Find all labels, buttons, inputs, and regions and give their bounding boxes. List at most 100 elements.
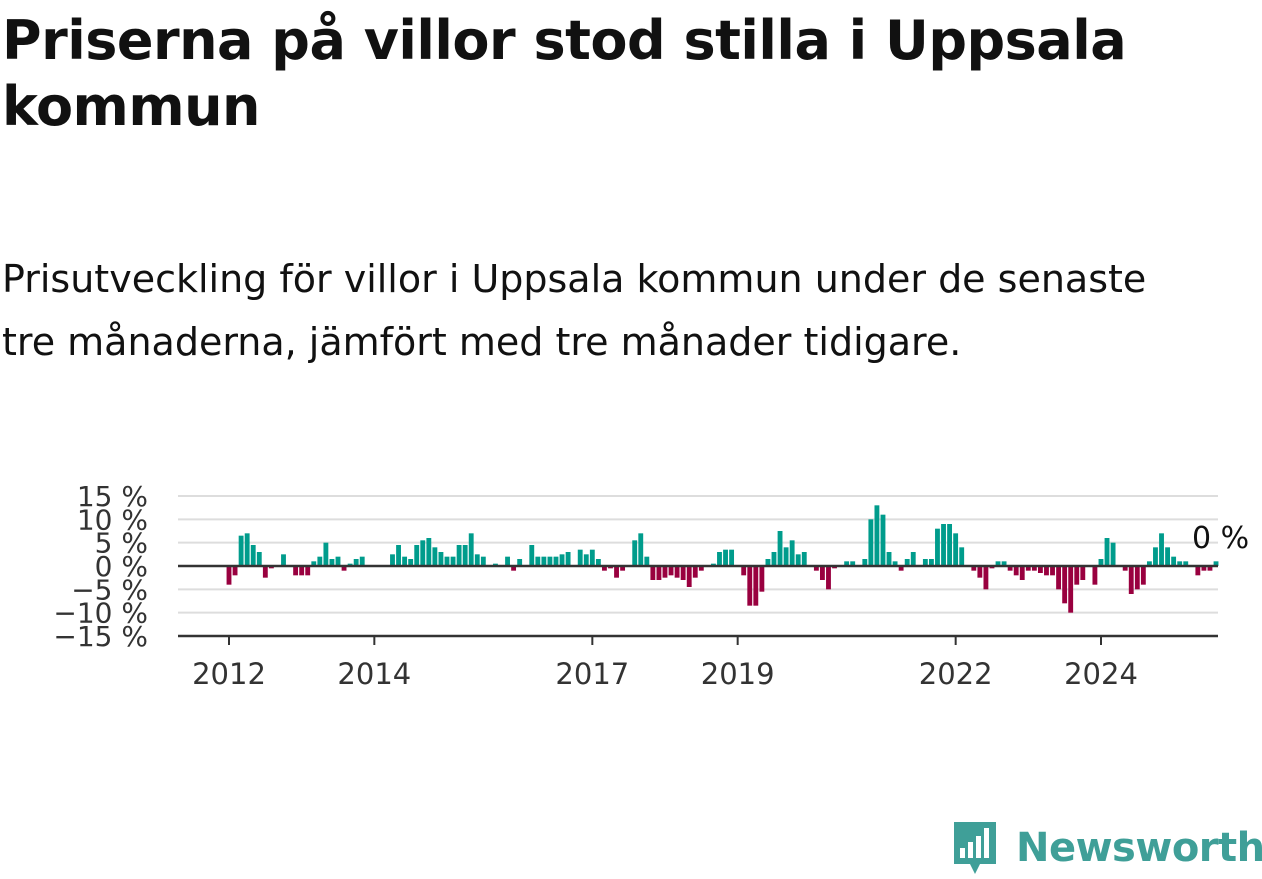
bar: [801, 552, 807, 566]
bar: [947, 524, 953, 566]
bar: [850, 561, 856, 566]
bar: [1195, 566, 1201, 576]
bar: [1062, 566, 1068, 604]
bar: [426, 538, 432, 566]
bar: [1122, 566, 1128, 571]
bar: [813, 566, 819, 571]
bar: [1140, 566, 1146, 585]
bar: [1050, 566, 1055, 576]
bar: [1177, 561, 1183, 566]
bar: [868, 519, 874, 566]
bar: [922, 559, 928, 566]
bar: [977, 566, 983, 578]
bar: [686, 566, 692, 587]
bar: [329, 559, 335, 566]
bar: [1025, 566, 1031, 571]
bar: [474, 554, 480, 566]
bar: [880, 514, 886, 566]
x-tick-label: 2022: [919, 657, 993, 691]
bar: [632, 540, 638, 566]
bar: [511, 566, 517, 571]
bar: [583, 554, 589, 566]
brand-name: Newsworthy: [1016, 825, 1262, 871]
bar: [559, 554, 565, 566]
bar: [777, 531, 783, 566]
bar: [341, 566, 347, 571]
bar: [753, 566, 759, 606]
bar: [1037, 566, 1043, 573]
bar: [517, 559, 523, 566]
bar: [1031, 566, 1037, 571]
bar: [293, 566, 299, 576]
bar: [729, 549, 735, 566]
bar: [771, 552, 777, 566]
bar: [862, 559, 868, 566]
bar: [317, 556, 323, 566]
bar: [747, 566, 753, 606]
latest-value-label: 0 %: [1192, 521, 1249, 556]
bar: [262, 566, 268, 578]
bar: [408, 559, 414, 566]
bar: [250, 545, 256, 566]
bar: [662, 566, 668, 578]
y-tick-label: −10 %: [53, 597, 148, 630]
bar: [971, 566, 977, 571]
bar: [353, 559, 359, 566]
bar: [874, 505, 880, 566]
bar: [1074, 566, 1080, 585]
bar: [765, 559, 771, 566]
bar: [928, 559, 934, 566]
chart-subtitle: Prisutveckling för villor i Uppsala komm…: [2, 257, 1147, 364]
bar: [959, 547, 965, 566]
bar: [1007, 566, 1013, 571]
bar: [741, 566, 747, 576]
bar: [244, 533, 250, 566]
bar: [983, 566, 989, 590]
y-tick-label: 10 %: [77, 503, 148, 536]
bar: [1159, 533, 1164, 566]
bar: [1110, 542, 1116, 566]
y-tick-label: 15 %: [77, 480, 148, 513]
bar: [390, 554, 395, 566]
bar: [1146, 561, 1152, 566]
bar: [904, 559, 910, 566]
bar: [638, 533, 644, 566]
bar: [1104, 538, 1110, 566]
bar: [565, 552, 571, 566]
bar: [1056, 566, 1062, 590]
bar: [886, 552, 892, 566]
x-tick-label: 2017: [555, 657, 629, 691]
bar: [396, 545, 401, 566]
y-tick-label: 0 %: [95, 550, 148, 583]
y-tick-label: −15 %: [53, 620, 148, 653]
bar: [1201, 566, 1207, 571]
bar: [995, 561, 1001, 566]
bar: [299, 566, 305, 576]
bar: [620, 566, 626, 571]
bar: [1044, 566, 1049, 576]
bar: [1013, 566, 1019, 576]
bar: [444, 556, 450, 566]
bar: [650, 566, 656, 580]
bar: [656, 566, 662, 580]
bar: [935, 528, 940, 566]
bar: [226, 566, 232, 585]
bar: [910, 552, 916, 566]
bar: [505, 556, 510, 566]
bar: [844, 561, 850, 566]
bar: [819, 566, 825, 580]
bar: [420, 540, 426, 566]
bar: [547, 556, 553, 566]
bar: [1092, 566, 1098, 585]
bar: [1207, 566, 1213, 571]
x-tick-label: 2012: [192, 657, 266, 691]
x-tick-label: 2024: [1064, 657, 1138, 691]
bar: [1019, 566, 1025, 580]
bar: [953, 533, 959, 566]
bar: [462, 545, 468, 566]
bar: [1098, 559, 1104, 566]
bar: [359, 556, 365, 566]
bar: [577, 549, 583, 566]
bar: [232, 566, 238, 576]
bar: [644, 556, 650, 566]
